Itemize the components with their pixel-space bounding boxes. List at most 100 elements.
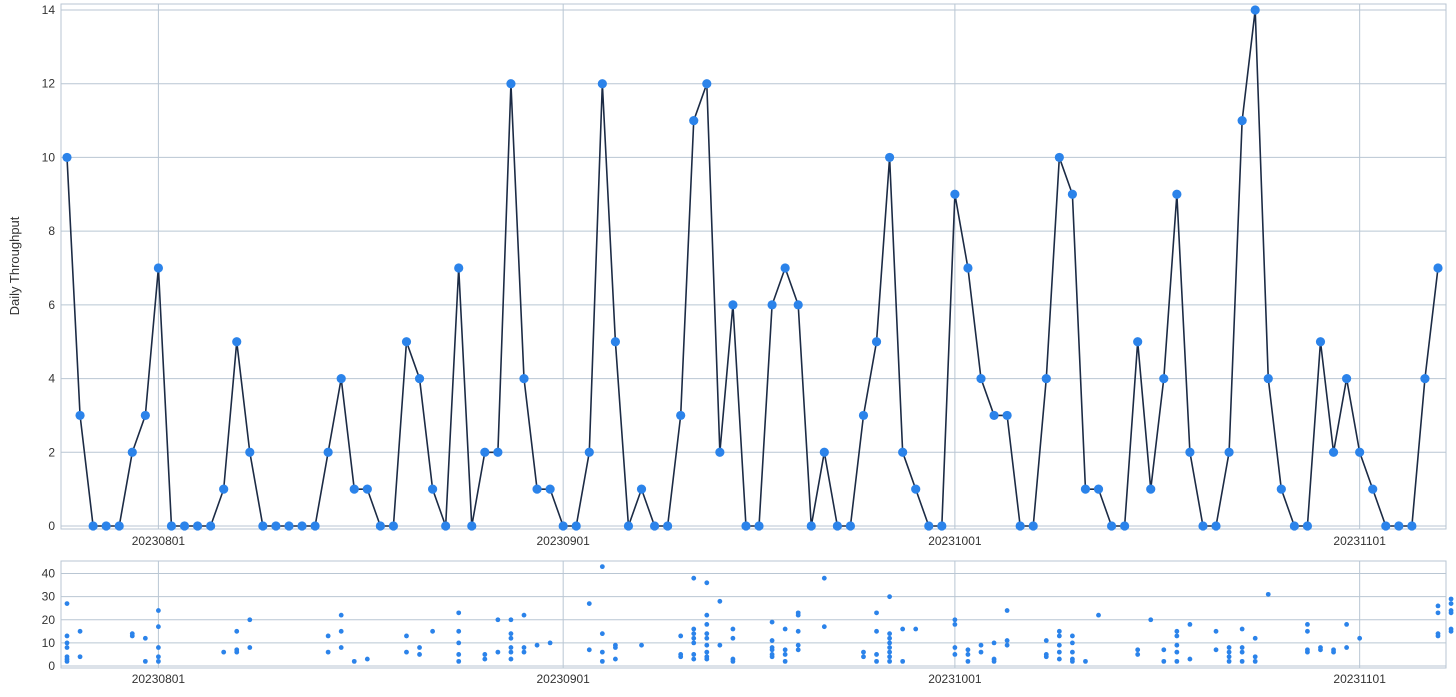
scatter-point — [508, 631, 514, 637]
scatter-point — [1252, 658, 1258, 664]
scatter-point — [586, 647, 592, 653]
throughput-point — [649, 521, 660, 531]
main-x-tick-label: 20230801 — [132, 534, 186, 548]
scatter-point — [613, 645, 618, 650]
scatter-point — [1252, 654, 1258, 660]
main-x-tick-labels: 20230801 20230901 20231001 20231101 — [132, 534, 1387, 548]
scatter-point — [1043, 654, 1049, 660]
scatter-point — [887, 631, 892, 637]
scatter-point — [965, 658, 971, 664]
scatter-point — [1226, 658, 1232, 664]
scatter-point — [613, 656, 618, 662]
scatter-point — [586, 601, 592, 606]
scatter-plot-area — [60, 560, 1447, 669]
throughput-point — [1133, 337, 1143, 347]
throughput-point — [950, 189, 960, 199]
throughput-point — [532, 484, 542, 494]
scatter-point — [1239, 649, 1245, 655]
scatter-point — [1226, 645, 1232, 650]
scatter-point — [1056, 656, 1062, 662]
throughput-point — [545, 484, 555, 494]
throughput-point — [937, 521, 947, 531]
throughput-point — [297, 521, 307, 531]
throughput-point — [754, 521, 764, 531]
scatter-point — [691, 626, 697, 632]
scatter-point — [417, 652, 422, 657]
throughput-point — [1041, 373, 1051, 384]
scatter-point — [1226, 649, 1232, 655]
throughput-point — [310, 521, 320, 531]
scatter-point — [482, 656, 488, 662]
scatter-point — [1239, 658, 1245, 664]
main-x-tick-label: 20230901 — [536, 534, 590, 548]
scatter-point — [521, 649, 527, 655]
throughput-point — [741, 521, 751, 531]
scatter-y-tick-labels: 0 10 20 30 40 — [42, 567, 56, 673]
scatter-point — [1070, 649, 1075, 655]
scatter-point — [1174, 633, 1180, 639]
scatter-point — [77, 654, 83, 660]
throughput-point — [1289, 521, 1299, 531]
scatter-y-tick-label: 30 — [42, 590, 56, 604]
throughput-point — [114, 521, 124, 531]
scatter-point — [965, 647, 971, 653]
scatter-point — [913, 626, 919, 632]
scatter-point — [874, 652, 879, 657]
scatter-point — [900, 626, 906, 632]
scatter-point — [156, 654, 161, 660]
scatter-point — [952, 652, 958, 657]
throughput-point — [153, 263, 163, 273]
scatter-point — [874, 610, 879, 616]
scatter-point — [1213, 628, 1219, 634]
throughput-point — [127, 447, 137, 457]
scatter-point — [861, 649, 866, 655]
scatter-point — [508, 635, 514, 641]
throughput-point — [1080, 484, 1091, 494]
throughput-point — [1146, 484, 1156, 494]
scatter-point — [730, 626, 736, 632]
throughput-point — [1172, 189, 1182, 199]
scatter-point — [129, 633, 135, 639]
throughput-point — [623, 521, 634, 531]
scatter-point — [338, 645, 344, 650]
throughput-point — [428, 484, 438, 494]
throughput-point — [336, 373, 346, 384]
throughput-point — [349, 484, 359, 494]
scatter-point — [639, 642, 644, 648]
scatter-point — [1056, 633, 1062, 639]
scatter-point — [521, 645, 527, 650]
scatter-point — [874, 658, 879, 664]
throughput-point — [258, 521, 268, 531]
scatter-point — [77, 628, 83, 634]
throughput-point — [989, 410, 999, 421]
throughput-point — [480, 447, 490, 457]
scatter-point — [1435, 603, 1441, 609]
scatter-point — [1226, 654, 1232, 660]
scatter-point — [952, 617, 958, 623]
scatter-y-tick-label: 20 — [42, 613, 56, 627]
throughput-point — [519, 373, 529, 384]
scatter-point — [678, 654, 684, 660]
scatter-point — [900, 658, 906, 664]
scatter-point — [704, 622, 710, 627]
scatter-point — [704, 656, 710, 662]
scatter-point — [456, 640, 462, 646]
throughput-point — [1394, 521, 1404, 531]
throughput-point — [375, 521, 385, 531]
throughput-point — [206, 521, 216, 531]
throughput-point — [597, 79, 607, 89]
scatter-point — [1083, 658, 1088, 664]
throughput-point — [976, 373, 986, 384]
scatter-point — [325, 649, 331, 655]
scatter-point — [156, 608, 161, 613]
scatter-point — [795, 642, 801, 648]
scatter-point — [508, 617, 514, 623]
throughput-point — [101, 521, 111, 531]
scatter-point — [142, 658, 148, 664]
throughput-point — [1433, 263, 1443, 273]
throughput-point — [584, 447, 594, 457]
scatter-point — [1448, 628, 1454, 634]
scatter-point — [1096, 612, 1101, 618]
scatter-point — [795, 612, 801, 618]
scatter-point — [1070, 640, 1075, 646]
